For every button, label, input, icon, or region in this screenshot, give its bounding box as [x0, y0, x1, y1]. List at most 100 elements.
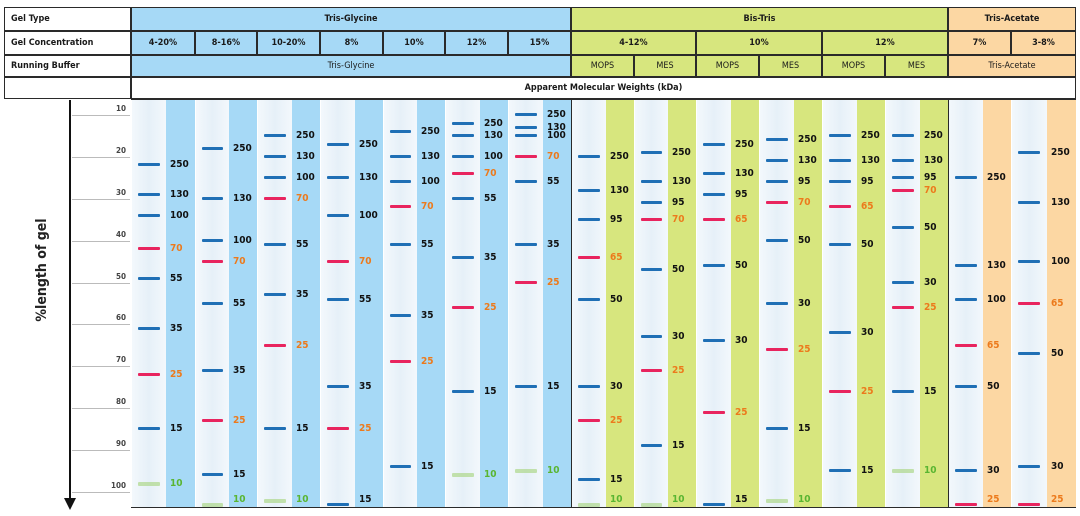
protein-band: [703, 339, 725, 343]
protein-band: [578, 418, 600, 422]
y-gridline: [72, 282, 130, 284]
mw-label-column: [543, 100, 571, 507]
protein-band: [390, 155, 411, 159]
protein-band: [390, 180, 411, 184]
protein-band: [264, 243, 286, 247]
running-buffer-cell: MOPS: [571, 55, 634, 77]
protein-band: [1018, 502, 1040, 506]
protein-band: [452, 473, 474, 478]
protein-band: [452, 305, 474, 309]
mw-label: 130: [233, 192, 252, 204]
protein-band: [264, 134, 286, 138]
y-tick-label: 60: [115, 313, 126, 323]
y-gridline: [72, 408, 130, 410]
mw-label: 65: [1051, 297, 1064, 309]
mw-label: 25: [672, 364, 685, 376]
mw-label: 100: [233, 234, 252, 246]
lane-separator: [131, 100, 132, 507]
gel-type-bis-tris: Bis-Tris: [571, 7, 948, 31]
gel-lane: [258, 100, 292, 507]
protein-band: [955, 469, 977, 473]
mw-label: 95: [924, 172, 937, 184]
protein-band: [202, 146, 223, 150]
mw-label: 65: [861, 201, 874, 213]
mw-label: 25: [484, 301, 497, 313]
protein-band: [1018, 351, 1040, 355]
protein-band: [515, 280, 537, 284]
protein-band: [264, 196, 286, 200]
y-gridline: [72, 240, 130, 242]
mw-label: 30: [672, 331, 685, 343]
protein-band: [390, 205, 411, 209]
mw-label: 100: [1051, 255, 1070, 267]
mw-label: 70: [296, 192, 309, 204]
mw-label: 15: [798, 423, 811, 435]
protein-band: [452, 134, 474, 138]
mw-label: 250: [359, 138, 378, 150]
protein-band: [766, 138, 788, 142]
concentration-cell: 15%: [508, 31, 571, 55]
protein-band: [138, 192, 160, 196]
protein-band: [641, 217, 662, 221]
protein-band: [955, 297, 977, 301]
mw-label: 10: [798, 494, 811, 505]
mw-label-column: [606, 100, 634, 507]
protein-band: [1018, 150, 1040, 154]
lane-separator: [696, 100, 697, 507]
protein-band: [264, 293, 286, 297]
protein-band: [390, 465, 411, 469]
concentration-cell: 12%: [822, 31, 948, 55]
mw-label: 95: [610, 213, 623, 225]
mw-label: 250: [421, 125, 440, 137]
protein-band: [766, 498, 788, 503]
mw-label: 15: [547, 381, 560, 393]
mw-label: 55: [170, 272, 183, 284]
mw-label: 55: [359, 293, 372, 305]
mw-label: 250: [672, 146, 691, 158]
protein-band: [641, 268, 662, 272]
protein-band: [264, 343, 286, 347]
mw-label: 50: [672, 264, 685, 276]
protein-band: [892, 176, 914, 180]
protein-band: [138, 276, 160, 280]
mw-label: 15: [421, 461, 434, 473]
protein-band: [892, 389, 914, 393]
mw-label: 55: [421, 239, 434, 251]
protein-band: [390, 129, 411, 133]
mw-label: 130: [484, 130, 503, 142]
protein-band: [641, 150, 662, 154]
protein-band: [515, 134, 537, 138]
mw-label: 15: [233, 469, 246, 481]
protein-band: [452, 389, 474, 393]
mw-label: 10: [484, 469, 497, 481]
mw-label: 95: [861, 176, 874, 188]
protein-band: [955, 502, 977, 506]
protein-band: [264, 427, 286, 431]
protein-band: [829, 469, 851, 473]
protein-band: [515, 180, 537, 184]
y-tick-label: 90: [115, 439, 126, 449]
mw-label-column: [229, 100, 257, 507]
mw-label-column: [292, 100, 320, 507]
mw-label: 10: [547, 465, 560, 477]
mw-label: 70: [798, 197, 811, 209]
lane-separator: [320, 100, 321, 507]
mw-label: 15: [359, 494, 372, 505]
mw-label: 30: [798, 297, 811, 309]
mw-label: 25: [735, 406, 748, 418]
protein-band: [829, 180, 851, 184]
protein-band: [327, 503, 349, 506]
protein-band: [703, 192, 725, 196]
protein-band: [703, 410, 725, 414]
running-buffer-label: Running Buffer: [4, 55, 131, 77]
mw-label-column: [731, 100, 759, 507]
protein-band: [578, 155, 600, 159]
protein-band: [766, 201, 788, 205]
mw-label: 25: [547, 276, 560, 288]
mw-label: 55: [547, 176, 560, 188]
protein-band: [892, 469, 914, 474]
gel-type-tris-glycine: Tris-Glycine: [131, 7, 571, 31]
protein-band: [829, 205, 851, 209]
